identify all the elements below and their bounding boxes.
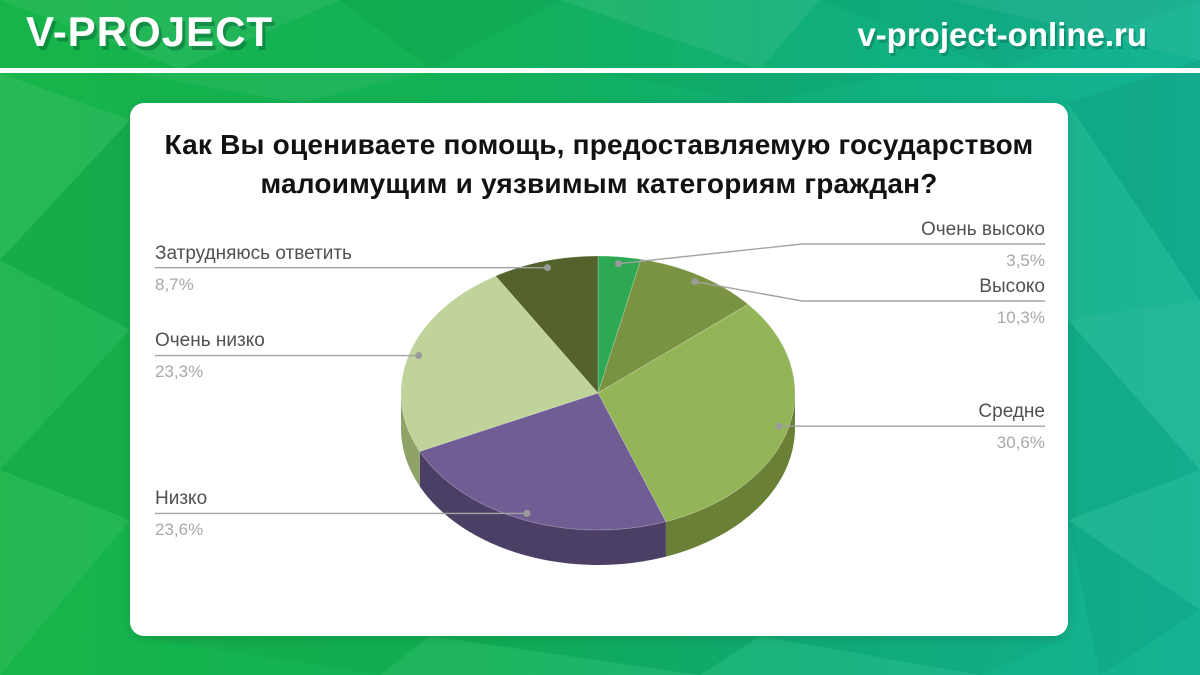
chart-card: Как Вы оцениваете помощь, предоставляему… [130,103,1068,636]
slice-label-medium: Средне 30,6% [978,401,1045,452]
leader-dot-5 [543,264,551,272]
logo-text: V-PROJECT [26,8,274,55]
pie-slice-5 [495,255,599,394]
slice-label-very-high: Очень высоко 3,5% [920,219,1045,270]
header-divider [0,68,1200,73]
leader-dot-4 [415,352,423,360]
chart-title: Как Вы оцениваете помощь, предоставляему… [164,129,1034,199]
pie-slice-side-4 [401,393,420,487]
pie-slice-2 [597,303,796,523]
pie-slice-3 [419,392,667,531]
leader-dot-0 [615,260,623,268]
pie-slice-side-3 [419,451,666,565]
leader-dot-1 [691,278,699,286]
site-url: v-project-online.ru [857,16,1147,53]
pie-slice-0 [597,255,642,394]
pie-slice-4 [400,275,599,452]
slice-label-low: Низко 23,6% [155,488,208,539]
slice-label-undecided: Затрудняюсь ответить 8,7% [155,243,352,294]
leader-dot-2 [775,422,783,430]
header: V-PROJECT v-project-online.ru [0,0,1200,69]
pie-slice-side-2 [665,393,795,557]
slice-label-high: Высоко 10,3% [979,276,1045,327]
leader-dot-3 [523,509,531,517]
leader-line-1 [694,280,1045,302]
pie-chart [155,243,1045,565]
slice-label-very-low: Очень низко 23,3% [155,330,265,381]
leader-line-0 [618,243,1045,265]
